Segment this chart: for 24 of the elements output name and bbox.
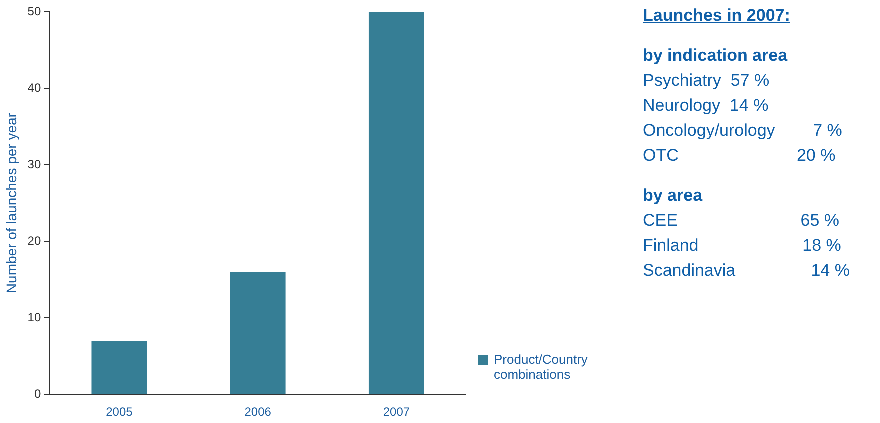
y-axis-title: Number of launches per year bbox=[3, 112, 20, 294]
text: Launches in 2007: bbox=[643, 5, 792, 27]
text: Oncology/urology 7 % bbox=[643, 120, 844, 142]
y-tick-label: 10 bbox=[28, 310, 42, 324]
x-tick-label: 2006 bbox=[244, 405, 272, 420]
bar bbox=[368, 12, 424, 394]
text: by indication area bbox=[643, 45, 789, 67]
text: Neurology 14 % bbox=[643, 95, 770, 117]
y-tick-label: 30 bbox=[28, 157, 42, 172]
text: by area bbox=[643, 185, 704, 207]
text: Psychiatry 57 % bbox=[643, 70, 771, 92]
y-tick-label: 20 bbox=[28, 234, 42, 248]
y-tick-label: 50 bbox=[28, 4, 42, 18]
text: OTC 20 % bbox=[643, 145, 837, 167]
text: Finland 18 % bbox=[643, 235, 842, 257]
text: CEE 65 % bbox=[643, 210, 841, 232]
text: Scandinavia 14 % bbox=[643, 260, 851, 282]
x-tick-label: 2005 bbox=[106, 405, 134, 420]
y-tick-label: 40 bbox=[28, 80, 42, 95]
legend-label: Product/Country combinations bbox=[494, 352, 589, 382]
y-tick-label: 0 bbox=[34, 386, 42, 401]
bar bbox=[230, 272, 286, 394]
x-tick-label: 2007 bbox=[383, 405, 410, 420]
bar bbox=[92, 341, 148, 394]
